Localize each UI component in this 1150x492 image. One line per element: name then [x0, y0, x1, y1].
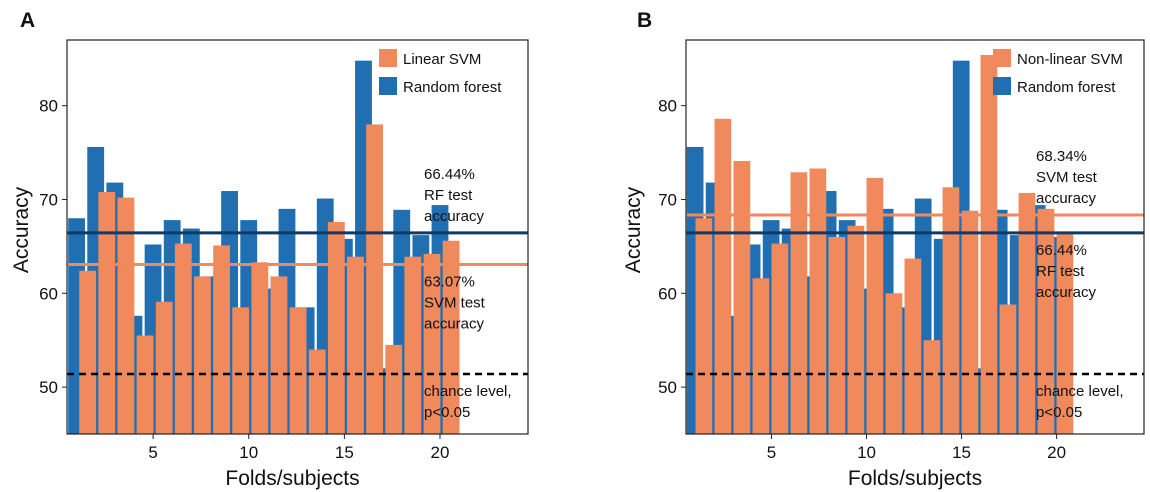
- y-axis-label: Accuracy: [622, 186, 645, 273]
- x-tick-label: 10: [239, 443, 258, 462]
- y-tick-label: 60: [39, 284, 58, 303]
- legend-label: Linear SVM: [403, 51, 481, 68]
- bar-svm-2: [98, 191, 116, 434]
- legend-swatch: [993, 49, 1011, 67]
- legend-label: Random forest: [403, 79, 502, 96]
- panel-label: A: [20, 9, 35, 32]
- chance-annotation: p<0.05: [1036, 404, 1082, 421]
- legend-swatch: [379, 49, 397, 67]
- bar-svm-18: [1018, 192, 1036, 434]
- bar-svm-12: [289, 307, 307, 434]
- axes-frame: [685, 39, 1145, 435]
- bar-svm-17: [999, 304, 1017, 434]
- legend-label: Random forest: [1017, 79, 1116, 96]
- rf-annotation: 66.44%: [424, 166, 475, 183]
- bar-svm-1: [695, 218, 713, 434]
- svm-annotation: 68.34%: [1036, 148, 1087, 165]
- x-tick-label: 5: [148, 443, 157, 462]
- bar-svm-8: [828, 237, 846, 434]
- y-tick-label: 80: [658, 97, 677, 116]
- x-tick-label: 20: [1047, 443, 1066, 462]
- svm-annotation: 63.07%: [424, 273, 475, 290]
- plot-area: [686, 55, 1074, 434]
- rf-annotation: RF test: [1036, 263, 1085, 280]
- bar-svm-6: [174, 243, 192, 434]
- bar-svm-4: [136, 335, 154, 434]
- legend-swatch: [379, 77, 397, 95]
- bar-svm-14: [942, 187, 960, 434]
- y-axis-label: Accuracy: [10, 186, 33, 273]
- bar-svm-19: [423, 253, 441, 434]
- x-axis-label: Folds/subjects: [848, 467, 982, 490]
- bar-svm-7: [194, 276, 211, 434]
- bar-svm-15: [961, 210, 979, 434]
- x-tick-label: 5: [767, 443, 776, 462]
- bar-svm-8: [213, 245, 230, 434]
- y-tick-label: 70: [39, 190, 58, 209]
- bar-svm-9: [847, 225, 865, 434]
- panel-a: 50 60 70 80 5 10 15 20 Folds/subjects Accuracy A Li…: [10, 9, 529, 490]
- bar-svm-20: [1056, 233, 1074, 434]
- rf-annotation: RF test: [424, 187, 473, 204]
- bar-svm-7: [809, 168, 827, 434]
- bar-svm-18: [404, 256, 422, 434]
- y-tick-label: 60: [658, 284, 677, 303]
- x-axis-label: Folds/subjects: [225, 467, 359, 490]
- chance-annotation: chance level,: [1036, 383, 1124, 400]
- x-tick-label: 15: [952, 443, 971, 462]
- bar-svm-1: [79, 270, 97, 434]
- svm-annotation: SVM test: [424, 294, 486, 311]
- y-tick-label: 50: [658, 378, 677, 397]
- bar-svm-5: [771, 243, 789, 434]
- bar-svm-13: [923, 340, 941, 434]
- legend-label: Non-linear SVM: [1017, 51, 1123, 68]
- bar-svm-2: [714, 118, 732, 434]
- svm-annotation: accuracy: [1036, 190, 1097, 207]
- panel-b: 50 60 70 80 5 10 15 20 Folds/subjects Accuracy B No…: [622, 9, 1145, 490]
- bar-svm-19: [1037, 208, 1055, 434]
- bar-svm-14: [327, 221, 345, 434]
- bar-svm-13: [308, 349, 326, 434]
- bar-svm-15: [347, 256, 364, 434]
- rf-annotation: accuracy: [424, 208, 485, 225]
- panel-label: B: [637, 9, 652, 32]
- bar-svm-12: [904, 258, 922, 434]
- bar-svm-11: [270, 276, 288, 434]
- bar-svm-10: [866, 177, 884, 434]
- bar-svm-16: [366, 124, 383, 434]
- x-tick-label: 15: [335, 443, 354, 462]
- bar-svm-17: [385, 344, 403, 434]
- rf-annotation: 66.44%: [1036, 242, 1087, 259]
- y-tick-label: 50: [39, 378, 58, 397]
- bar-svm-5: [155, 301, 173, 434]
- bar-svm-10: [251, 262, 269, 434]
- chance-annotation: chance level,: [424, 383, 512, 400]
- bar-svm-16: [980, 55, 998, 434]
- bar-svm-11: [885, 293, 903, 434]
- bar-svm-3: [733, 161, 751, 434]
- bar-svm-6: [790, 172, 808, 434]
- svm-annotation: SVM test: [1036, 169, 1098, 186]
- y-tick-label: 70: [658, 190, 677, 209]
- rf-annotation: accuracy: [1036, 284, 1097, 301]
- plot-area: [68, 60, 460, 434]
- bar-svm-9: [232, 307, 250, 434]
- bar-svm-4: [752, 278, 770, 434]
- x-tick-label: 10: [857, 443, 876, 462]
- axes-frame: [66, 39, 529, 435]
- bar-svm-20: [442, 240, 460, 434]
- x-tick-label: 20: [431, 443, 450, 462]
- y-tick-label: 80: [39, 97, 58, 116]
- legend-swatch: [993, 77, 1011, 95]
- svm-annotation: accuracy: [424, 315, 485, 332]
- chance-annotation: p<0.05: [424, 404, 470, 421]
